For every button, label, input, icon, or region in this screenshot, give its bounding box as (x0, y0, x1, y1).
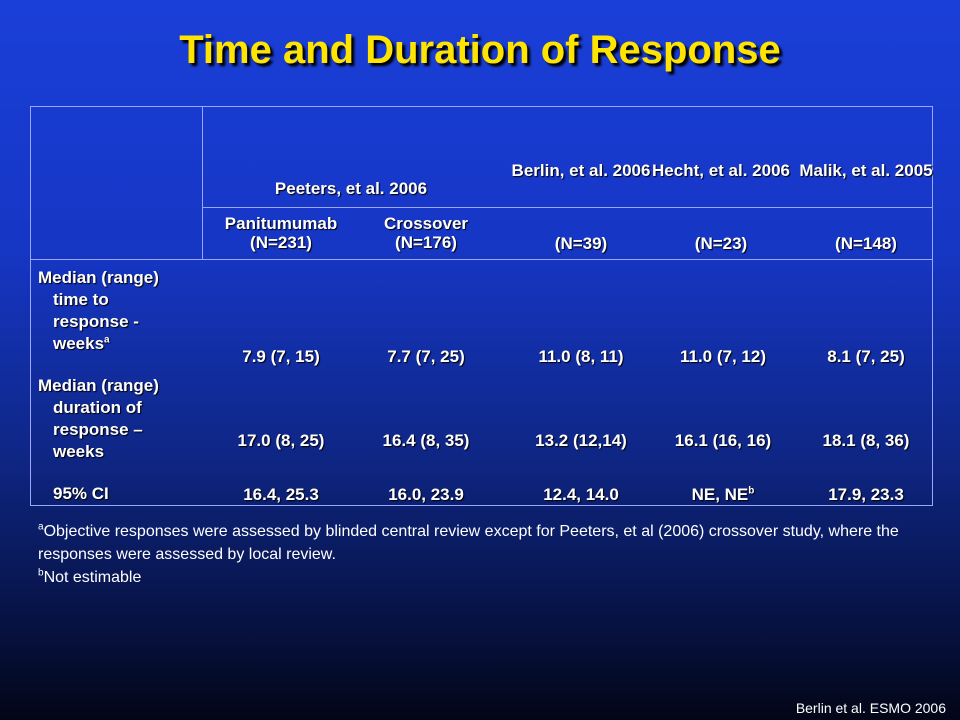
footnote-marker: a (104, 334, 110, 346)
value-cell: 11.0 (8, 11) (538, 347, 624, 366)
value-cell: 18.1 (8, 36) (822, 431, 910, 450)
row-label-duration: Median (range) duration of response – we… (38, 375, 203, 463)
header-bottom-rule (31, 259, 932, 260)
subheader-malik-n: (N=148) (835, 234, 897, 253)
subheader-berlin-n: (N=39) (554, 234, 608, 253)
row-label-line: weeks (53, 442, 105, 461)
subheader-hecht-n: (N=23) (694, 234, 748, 253)
value-cell: 17.9, 23.3 (828, 485, 904, 504)
footnote-a: aObjective responses were assessed by bl… (38, 520, 918, 566)
value-cell: 8.1 (7, 25) (827, 347, 905, 366)
label-column-divider (202, 107, 203, 259)
header-peeters: Peeters, et al. 2006 (274, 179, 428, 198)
value-cell-hecht-ci: NE, NEb (648, 485, 798, 505)
value-cell: 17.0 (8, 25) (237, 431, 325, 450)
source-citation: Berlin et al. ESMO 2006 (795, 700, 946, 716)
value-cell: 7.9 (7, 15) (242, 347, 320, 366)
row-label-line: Median (range) (38, 376, 159, 395)
footnote-marker: a (38, 521, 44, 533)
header-berlin: Berlin, et al. 2006 (511, 161, 651, 180)
value-cell: 11.0 (7, 12) (679, 347, 766, 366)
row-label-line: 95% CI (53, 484, 109, 503)
value-cell: NE, NE (691, 485, 749, 504)
value-cell: 16.4 (8, 35) (382, 431, 470, 450)
value-cell: 16.0, 23.9 (388, 485, 464, 504)
value-cell: 7.7 (7, 25) (387, 347, 465, 366)
row-label-line: response - (53, 312, 139, 331)
footnotes: aObjective responses were assessed by bl… (38, 520, 918, 589)
row-label-ci: 95% CI (53, 483, 203, 505)
subheader-panitumumab: Panitumumab (N=231) (224, 214, 338, 252)
row-label-line: weeks (53, 334, 105, 353)
footnote-marker: b (748, 485, 755, 497)
value-cell: 13.2 (12,14) (535, 431, 627, 450)
header-hecht: Hecht, et al. 2006 (652, 161, 790, 180)
slide-title: Time and Duration of Response (179, 28, 781, 72)
value-cell: 12.4, 14.0 (543, 485, 619, 504)
footnote-text: Not estimable (43, 569, 142, 586)
subheader-crossover: Crossover (N=176) (383, 214, 469, 252)
row-label-line: response – (53, 420, 143, 439)
header-divider (202, 207, 932, 208)
row-label-line: duration of (53, 398, 142, 417)
footnote-b: bNot estimable (38, 566, 918, 589)
footnote-marker: b (38, 567, 44, 579)
row-label-line: Median (range) (38, 268, 159, 287)
value-cell: 16.1 (16, 16) (674, 431, 772, 450)
row-label-line: time to (53, 290, 109, 309)
response-table: Peeters, et al. 2006 Berlin, et al. 2006… (30, 106, 933, 506)
footnote-text: Objective responses were assessed by bli… (38, 523, 899, 563)
value-cell: 16.4, 25.3 (243, 485, 319, 504)
row-label-time-to-response: Median (range) time to response - weeksa (38, 267, 203, 355)
header-malik: Malik, et al. 2005 (799, 161, 933, 180)
